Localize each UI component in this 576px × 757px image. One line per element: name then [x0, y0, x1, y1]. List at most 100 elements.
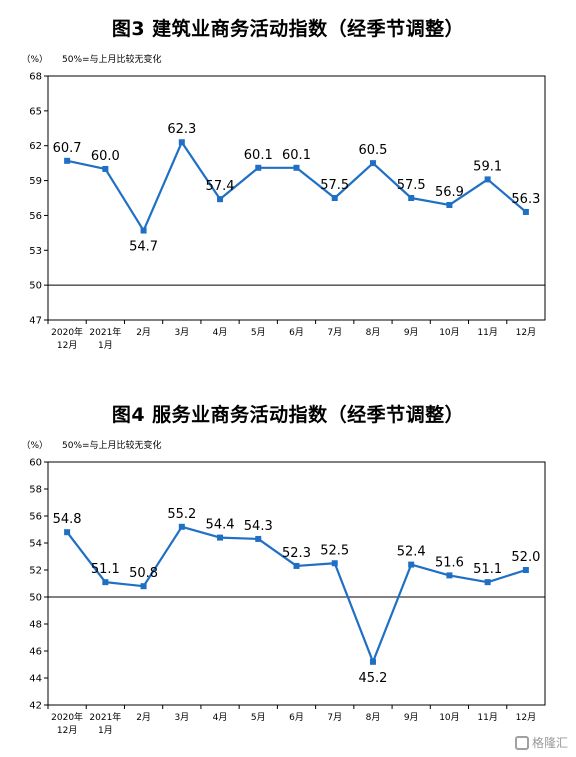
chart2-data-label: 52.4: [397, 545, 426, 560]
chart1-data-point: [484, 176, 491, 183]
chart2-xtick-label: 1月: [98, 725, 113, 736]
chart2-data-label: 54.3: [244, 519, 273, 534]
chart1-xtick-label: 10月: [439, 327, 459, 338]
chart2-data-label: 52.0: [511, 550, 540, 565]
chart2-data-label: 55.2: [167, 507, 196, 522]
chart1-xtick-label: 9月: [404, 327, 419, 338]
chart1-data-label: 59.1: [473, 159, 502, 174]
chart1-xtick-label: 3月: [174, 327, 189, 338]
chart1-xtick-label: 6月: [289, 327, 304, 338]
chart2-xtick-label: 6月: [289, 712, 304, 723]
chart1-ytick-label: 68: [29, 72, 42, 83]
chart1-ytick-label: 47: [29, 316, 42, 327]
chart2-xtick-label: 5月: [251, 712, 266, 723]
chart2-xtick-label: 8月: [366, 712, 381, 723]
chart2-data-point: [408, 561, 415, 568]
chart2-ytick-label: 58: [29, 485, 42, 496]
chart2-xtick-label: 2021年: [89, 711, 121, 723]
chart2-xtick-label: 9月: [404, 712, 419, 723]
chart2-xtick-label: 7月: [327, 712, 342, 723]
chart1-xtick-label: 8月: [366, 327, 381, 338]
chart2-xtick-label: 12月: [516, 712, 536, 723]
chart2-ytick-label: 46: [29, 647, 42, 658]
chart1-xtick-label: 4月: [213, 327, 228, 338]
chart2-xtick-label: 2020年: [51, 711, 83, 723]
chart1-data-point: [522, 208, 529, 215]
chart2-data-point: [140, 583, 147, 590]
chart2-ytick-label: 44: [29, 674, 42, 685]
chart2-xtick-label: 3月: [174, 712, 189, 723]
chart1-data-label: 60.0: [91, 149, 120, 164]
chart1-xtick-label: 12月: [57, 340, 77, 351]
chart1-ytick-label: 53: [29, 246, 42, 257]
chart1-ytick-label: 62: [29, 141, 42, 152]
chart1-unit-label: （%）: [21, 54, 48, 65]
chart1-data-label: 60.1: [282, 148, 311, 163]
chart1-ytick-label: 50: [29, 281, 42, 292]
chart1-data-point: [408, 195, 415, 201]
chart2-plot-frame: [47, 461, 546, 706]
chart2-data-label: 50.8: [129, 566, 158, 581]
chart2-data-point: [102, 579, 109, 586]
chart2-ytick-label: 52: [29, 566, 42, 577]
chart1-data-point: [64, 157, 71, 164]
chart2-data-point: [446, 572, 453, 579]
chart2-ytick-label: 60: [29, 458, 42, 469]
chart2-data-point: [484, 579, 491, 586]
chart1-data-label: 56.3: [511, 192, 540, 207]
chart2-data-label: 45.2: [358, 671, 387, 686]
chart2-unit-label: （%）: [21, 440, 48, 451]
chart1-ytick-label: 56: [29, 211, 42, 222]
chart1-xtick-label: 12月: [516, 327, 536, 338]
chart2-xtick-label: 4月: [213, 712, 228, 723]
chart2-data-label: 52.5: [320, 543, 349, 558]
chart1-title: 图3 建筑业商务活动指数（经季节调整）: [111, 18, 465, 40]
chart1-xtick-label: 2021年: [89, 326, 121, 338]
chart1-xtick-label: 2020年: [51, 326, 83, 338]
chart2-data-point: [255, 535, 262, 542]
chart1-xtick-label: 11月: [477, 327, 497, 338]
chart1-data-label: 57.5: [320, 178, 349, 193]
chart1-data-point: [140, 227, 147, 234]
chart2-ytick-label: 48: [29, 620, 42, 631]
chart1-data-label: 57.4: [206, 179, 235, 194]
chart2-data-label: 51.1: [91, 562, 120, 577]
chart1-data-point: [178, 139, 185, 146]
chart1-data-label: 60.7: [53, 141, 82, 156]
chart1-data-point: [293, 164, 300, 171]
chart2-data-point: [369, 658, 376, 665]
chart2-ytick-label: 50: [29, 593, 42, 604]
chart1-xtick-label: 7月: [327, 327, 342, 338]
chart2-xtick-label: 12月: [57, 725, 77, 736]
chart1-note: 50%=与上月比较无变化: [62, 53, 162, 65]
chart1-xtick-label: 5月: [251, 327, 266, 338]
watermark: 格隆汇: [514, 734, 568, 751]
chart2-title: 图4 服务业商务活动指数（经季节调整）: [111, 404, 465, 426]
chart2-data-point: [293, 562, 300, 569]
chart2-xtick-label: 11月: [477, 712, 497, 723]
chart1-data-label: 54.7: [129, 240, 158, 255]
chart2-ytick-label: 56: [29, 512, 42, 523]
chart2-data-label: 51.1: [473, 562, 502, 577]
chart2-data-label: 54.8: [53, 512, 82, 527]
chart1-data-label: 60.1: [244, 148, 273, 163]
chart2-services-index: （%） 50%=与上月比较无变化 60 58 56 54 52 50 48 46 44 42 2020年…: [21, 439, 546, 736]
chart1-data-point: [446, 201, 453, 208]
chart1-plot-frame: [47, 75, 546, 321]
chart2-data-label: 51.6: [435, 555, 464, 570]
chart1-ytick-label: 59: [29, 176, 42, 187]
chart2-ytick-label: 54: [29, 539, 42, 550]
chart1-data-label: 57.5: [397, 178, 426, 193]
chart2-note: 50%=与上月比较无变化: [62, 439, 162, 451]
watermark-logo-icon: [514, 735, 529, 750]
chart1-xtick-label: 2月: [136, 327, 151, 338]
chart2-data-point: [217, 534, 224, 541]
chart1-data-label: 60.5: [358, 143, 387, 158]
chart2-data-point: [178, 523, 185, 530]
chart1-data-point: [217, 196, 224, 203]
chart1-data-point: [102, 165, 109, 172]
chart1-construction-index: （%） 50%=与上月比较无变化 68 65 62 59 56 53 50 47 2020年 12月 2…: [21, 53, 546, 351]
chart2-xtick-label: 2月: [136, 712, 151, 723]
chart2-data-label: 52.3: [282, 546, 311, 561]
chart1-data-point: [255, 164, 262, 171]
